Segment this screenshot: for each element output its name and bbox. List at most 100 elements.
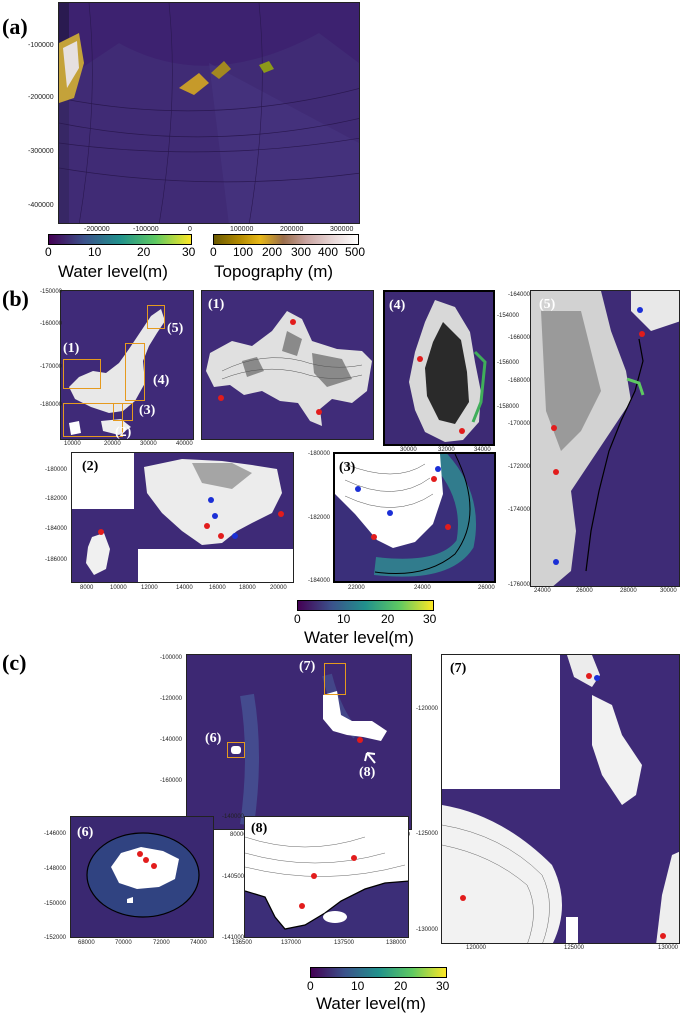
panel-c-label: (c)	[2, 650, 27, 675]
b4-ytick: -158000	[497, 404, 520, 410]
observation-point-red	[660, 933, 666, 939]
panel-b3-map: (3)	[333, 452, 496, 583]
panel-a-ytick: -200000	[28, 94, 54, 101]
inset-box-1	[63, 359, 101, 389]
observation-point-blue	[435, 466, 441, 472]
panel-a-xtick: -100000	[133, 226, 159, 233]
c7-xtick: 125000	[564, 945, 585, 951]
panel-a-contours	[59, 3, 359, 223]
b3-xtick: 26000	[478, 585, 495, 591]
c6-xtick: 72000	[153, 940, 170, 946]
cbar-tick: 0	[294, 612, 301, 626]
b4-xtick: 34000	[474, 447, 491, 453]
c6-xtick: 68000	[78, 940, 95, 946]
panel-c-overview-map: (6) (7) (8)	[186, 654, 412, 830]
cbar-tick: 20	[381, 612, 395, 626]
observation-point-red	[431, 476, 437, 482]
panel-a-xtick: 0	[188, 226, 192, 233]
panel-a-label: (a)	[2, 14, 28, 39]
panel-b5-map: (5)	[530, 290, 680, 587]
b2-xtick: 8000	[80, 585, 94, 591]
panel-c8-label: (8)	[251, 821, 268, 836]
inset-label-5: (5)	[167, 321, 184, 336]
panel-c6-land	[86, 832, 200, 918]
panel-a-xtick: 200000	[280, 226, 304, 233]
panel-a-ytick: -100000	[28, 42, 54, 49]
b-main-ytick: -160000	[40, 321, 63, 327]
cbar-tick: 10	[351, 979, 365, 993]
cbar-tick: 20	[137, 245, 151, 259]
cbar-tick: 200	[262, 245, 283, 259]
c-main-xtick: 80000	[230, 832, 247, 838]
panel-c8-map: (8)	[244, 816, 409, 938]
panel-b-label: (b)	[2, 286, 29, 311]
observation-point-red	[459, 428, 465, 434]
panel-a-xtick: -200000	[84, 226, 110, 233]
inset-label-4: (4)	[153, 373, 170, 388]
cbar-tick: 0	[45, 245, 52, 259]
cbar-tick: 10	[337, 612, 351, 626]
observation-point-blue	[355, 486, 361, 492]
cbar-tick: 0	[210, 245, 217, 259]
b5-ytick: -174000	[508, 507, 531, 513]
panel-b4-land	[409, 300, 487, 442]
panel-c8-land	[245, 817, 408, 930]
panel-a-xtick: 300000	[330, 226, 354, 233]
observation-point-red	[151, 863, 157, 869]
cbar-tick: 20	[394, 979, 408, 993]
b5-ytick: -166000	[508, 335, 531, 341]
white-mask	[72, 453, 134, 509]
water-level-title-a: Water level(m)	[58, 262, 168, 281]
panel-c6-label: (6)	[77, 825, 94, 840]
c6-ytick: -148000	[44, 866, 67, 872]
c-main-ytick: -100000	[160, 655, 183, 661]
b5-xtick: 28000	[620, 588, 637, 594]
b3-ytick: -182000	[308, 515, 331, 521]
inset-label-3: (3)	[139, 403, 156, 418]
b2-xtick: 20000	[270, 585, 287, 591]
b2-xtick: 18000	[239, 585, 256, 591]
b2-ytick: -182000	[45, 496, 68, 502]
inset-label-1: (1)	[63, 341, 80, 356]
cbar-tick: 30	[423, 612, 437, 626]
b5-xtick: 26000	[576, 588, 593, 594]
b3-ytick: -184000	[308, 578, 331, 584]
b-main-xtick: 30000	[140, 441, 157, 447]
b4-ytick: -154000	[497, 313, 520, 319]
topography-title: Topography (m)	[214, 262, 334, 281]
observation-point-blue	[637, 307, 643, 313]
b5-xtick: 30000	[660, 588, 677, 594]
observation-point-red	[218, 533, 224, 539]
topography-colorbar	[213, 234, 359, 245]
panel-a-ytick: -400000	[28, 202, 54, 209]
b5-xtick: 24000	[534, 588, 551, 594]
cbar-tick: 500	[345, 245, 366, 259]
b2-ytick: -184000	[45, 526, 68, 532]
c6-ytick: -150000	[44, 901, 67, 907]
inset-box-7	[324, 663, 346, 695]
inset-label-7: (7)	[299, 659, 316, 674]
cbar-tick: 30	[182, 245, 196, 259]
c8-xtick: 138000	[386, 940, 407, 946]
observation-point-red	[278, 511, 284, 517]
observation-point-red	[586, 673, 592, 679]
panel-b2-land	[86, 459, 282, 575]
water-level-colorbar-b	[297, 600, 434, 611]
panel-b3-land	[335, 454, 494, 581]
b2-xtick: 14000	[176, 585, 193, 591]
observation-point-red	[290, 319, 296, 325]
panel-c-overview-land	[240, 673, 387, 826]
cbar-tick: 0	[307, 979, 314, 993]
c8-ytick: -140000	[222, 814, 245, 820]
panel-b-overview-land	[69, 309, 165, 435]
c7-xtick: 130000	[658, 945, 679, 951]
panel-b1-map: (1)	[201, 290, 374, 440]
b5-ytick: -170000	[508, 421, 531, 427]
c-main-ytick: -160000	[160, 778, 183, 784]
observation-point-red	[351, 855, 357, 861]
panel-b1-label: (1)	[208, 297, 225, 312]
c8-xtick: 137500	[334, 940, 355, 946]
observation-point-red	[143, 857, 149, 863]
observation-point-red	[445, 524, 451, 530]
b2-ytick: -186000	[45, 557, 68, 563]
